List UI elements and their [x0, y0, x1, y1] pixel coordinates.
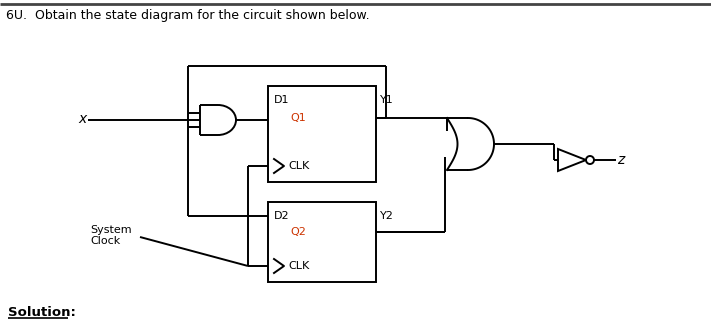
Text: 6U.  Obtain the state diagram for the circuit shown below.: 6U. Obtain the state diagram for the cir… [6, 10, 370, 22]
Text: Clock: Clock [90, 236, 120, 246]
Polygon shape [558, 149, 586, 171]
Text: CLK: CLK [288, 161, 309, 171]
Text: Q2: Q2 [290, 227, 306, 237]
Bar [268, 202, 376, 282]
Text: Y1: Y1 [380, 95, 394, 105]
Text: D2: D2 [274, 211, 289, 221]
Text: Y2: Y2 [380, 211, 394, 221]
Text: CLK: CLK [288, 261, 309, 271]
Text: System: System [90, 225, 132, 235]
Text: z: z [617, 153, 624, 167]
Text: Q1: Q1 [290, 113, 306, 123]
Text: x: x [78, 112, 86, 126]
Text: Solution:: Solution: [8, 307, 76, 319]
Circle shape [586, 156, 594, 164]
Bar [268, 86, 376, 182]
Text: D1: D1 [274, 95, 289, 105]
